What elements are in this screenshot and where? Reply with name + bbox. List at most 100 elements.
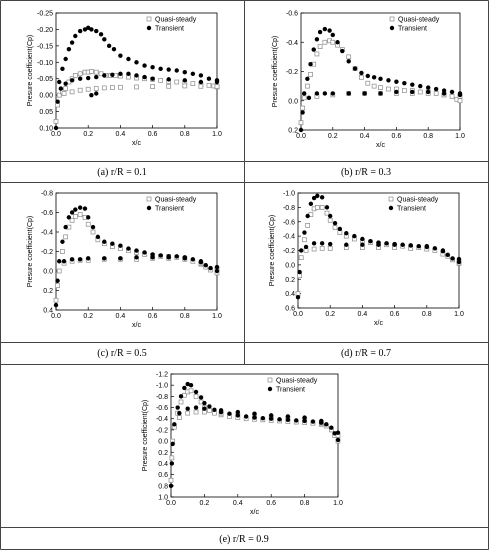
y-tick-label: 0.0 (43, 269, 53, 276)
transient-point (63, 81, 68, 86)
transient-point (317, 29, 323, 35)
transient-point (185, 381, 190, 387)
transient-point (418, 83, 423, 89)
transient-point (188, 382, 194, 388)
transient-point (332, 220, 338, 226)
y-axis-label: Presure coefficient(Cp) (27, 216, 34, 287)
y-axis-label: Presure coefficient(Cp) (27, 35, 34, 106)
legend-transient-label: Transient (276, 387, 305, 394)
transient-point (212, 407, 217, 412)
y-tick-label: 0.2 (158, 450, 168, 457)
x-tick-label: 1.0 (212, 131, 222, 138)
transient-point (424, 243, 429, 249)
quasi-steady-point (193, 409, 199, 415)
transient-point (89, 27, 94, 32)
transient-point (449, 89, 455, 95)
transient-point (295, 295, 301, 300)
transient-point (365, 73, 370, 79)
legend-quasi-steady-label: Quasi-steady (155, 197, 197, 204)
transient-point (166, 67, 171, 72)
legend-quasi-steady-marker (388, 196, 394, 202)
transient-point (252, 415, 257, 420)
chart-panel: 0.0 0.2 0.4 0.6 0.8 1.0 -1.0 -0.8 -0.6 -0.4 -0.2 0.… (269, 191, 464, 360)
transient-point (58, 86, 64, 91)
transient-point (82, 206, 88, 211)
transient-point (166, 77, 171, 82)
quasi-steady-point (190, 81, 196, 86)
quasi-steady-point (311, 246, 317, 252)
y-tick-label: -0.6 (286, 11, 298, 18)
y-tick-label: 0.2 (285, 277, 295, 284)
transient-point (305, 76, 310, 82)
quasi-steady-point (85, 86, 91, 92)
transient-point (269, 416, 274, 421)
quasi-steady-point (101, 85, 107, 91)
transient-point (60, 66, 65, 72)
transient-point (299, 248, 304, 253)
x-axis-label: x/c (250, 509, 259, 516)
y-tick-label: -0.2 (286, 69, 298, 76)
x-tick-label: 0.6 (390, 311, 400, 318)
transient-point (53, 302, 59, 308)
transient-point (235, 413, 240, 418)
quasi-steady-point (56, 92, 62, 98)
quasi-steady-point (53, 297, 59, 303)
transient-point (410, 89, 415, 95)
transient-point (384, 241, 389, 246)
transient-point (315, 193, 320, 199)
transient-point (332, 431, 337, 436)
transient-point (314, 91, 320, 96)
transient-point (400, 242, 405, 247)
chart-panel: 0.0 0.2 0.4 0.6 0.8 1.0 -0.25 -0.20 -0.15 -0.10 -0… (27, 11, 222, 179)
quasi-steady-point (346, 54, 352, 60)
transient-point (441, 91, 447, 96)
quasi-steady-point (305, 222, 311, 228)
legend-quasi-steady-label: Quasi-steady (276, 378, 318, 385)
transient-point (178, 394, 184, 399)
transient-point (55, 99, 60, 104)
legend-quasi-steady-marker (146, 196, 152, 202)
quasi-steady-point (150, 84, 155, 89)
y-tick-label: 0.2 (288, 128, 298, 135)
quasi-steady-point (77, 212, 83, 217)
x-tick-label: 0.8 (423, 133, 433, 140)
transient-point (69, 78, 75, 83)
transient-point (110, 241, 115, 246)
transient-point (150, 76, 155, 81)
y-tick-label: -1.0 (156, 383, 168, 390)
y-tick-label: -0.4 (156, 416, 168, 423)
y-tick-label: -0.4 (286, 40, 298, 47)
transient-point (408, 243, 413, 248)
transient-point (235, 409, 240, 415)
transient-point (440, 248, 446, 253)
y-axis-label: Presure coefficient(Cp) (272, 36, 279, 107)
quasi-steady-point (302, 237, 307, 243)
transient-point (158, 253, 163, 258)
quasi-steady-point (330, 39, 336, 45)
transient-point (77, 28, 83, 34)
x-tick-label: 1.0 (454, 311, 464, 318)
transient-point (77, 257, 83, 262)
transient-point (134, 255, 139, 260)
transient-point (134, 73, 139, 78)
transient-point (344, 231, 349, 236)
transient-point (394, 89, 399, 95)
x-tick-label: 0.2 (83, 131, 93, 138)
y-tick-label: -0.25 (37, 11, 53, 18)
transient-point (118, 71, 123, 76)
panel-caption: (d) r/R = 0.7 (341, 348, 391, 359)
x-tick-label: 0.4 (116, 313, 126, 320)
transient-point (73, 33, 78, 39)
transient-point (450, 256, 455, 261)
transient-point (311, 241, 317, 246)
y-tick-label: 0.6 (158, 472, 168, 479)
x-tick-label: 0.6 (148, 313, 158, 320)
transient-point (302, 415, 307, 420)
y-tick-label: 0.2 (43, 288, 53, 295)
transient-point (95, 234, 101, 240)
quasi-steady-point (118, 84, 123, 90)
transient-point (218, 408, 224, 413)
transient-point (426, 85, 431, 90)
transient-point (69, 210, 75, 215)
